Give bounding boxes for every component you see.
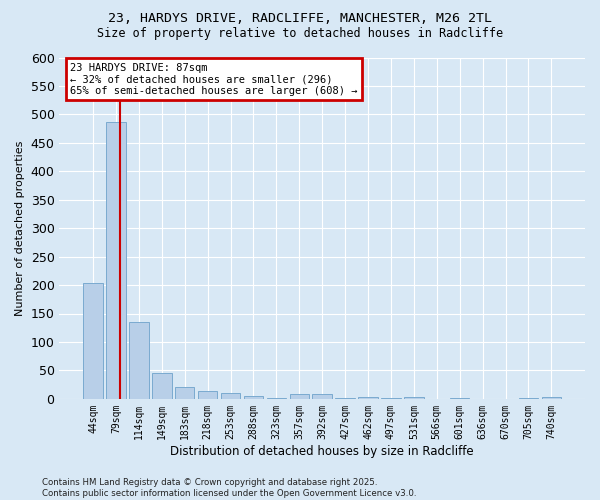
Bar [175, 388, 194, 399]
Text: 23, HARDYS DRIVE, RADCLIFFE, MANCHESTER, M26 2TL: 23, HARDYS DRIVE, RADCLIFFE, MANCHESTER,… [108, 12, 492, 26]
Bar [381, 398, 401, 399]
Bar [358, 396, 378, 399]
Text: 23 HARDYS DRIVE: 87sqm
← 32% of detached houses are smaller (296)
65% of semi-de: 23 HARDYS DRIVE: 87sqm ← 32% of detached… [70, 62, 358, 96]
Bar [404, 396, 424, 399]
Bar [450, 398, 469, 399]
Bar [83, 284, 103, 399]
Bar [290, 394, 309, 399]
Bar [129, 322, 149, 399]
Bar [335, 398, 355, 399]
Bar [519, 398, 538, 399]
Bar [152, 372, 172, 399]
X-axis label: Distribution of detached houses by size in Radcliffe: Distribution of detached houses by size … [170, 444, 474, 458]
Text: Contains HM Land Registry data © Crown copyright and database right 2025.
Contai: Contains HM Land Registry data © Crown c… [42, 478, 416, 498]
Bar [542, 397, 561, 399]
Text: Size of property relative to detached houses in Radcliffe: Size of property relative to detached ho… [97, 28, 503, 40]
Bar [244, 396, 263, 399]
Bar [313, 394, 332, 399]
Bar [106, 122, 126, 399]
Y-axis label: Number of detached properties: Number of detached properties [15, 140, 25, 316]
Bar [221, 392, 240, 399]
Bar [266, 398, 286, 399]
Bar [198, 392, 217, 399]
